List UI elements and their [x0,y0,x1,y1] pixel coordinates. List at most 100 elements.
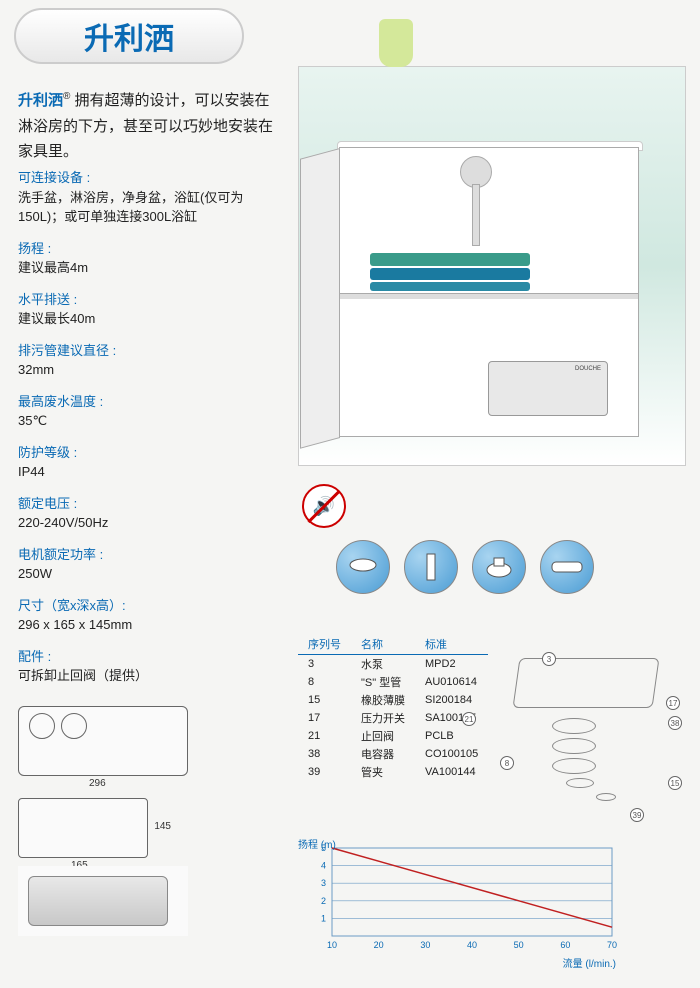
svg-text:3: 3 [321,878,326,888]
dim-height: 145 [154,821,171,832]
towel [370,253,530,266]
table-cell: 21 [298,727,351,745]
svg-text:10: 10 [327,940,337,950]
spec-value: 32mm [18,360,278,380]
vase-decor [379,19,413,67]
exp-ring [596,793,616,801]
svg-text:70: 70 [607,940,617,950]
bidet-icon [472,540,526,594]
performance-chart: 扬程 (m) 1234510203040506070 流量 (l/min.) [298,838,628,968]
spec-value: 250W [18,564,278,584]
exp-ring [552,738,596,754]
svg-text:50: 50 [514,940,524,950]
spec-label: 电机额定功率 : [18,545,278,565]
x-axis-label: 流量 (l/min.) [563,955,616,970]
table-cell: 止回阀 [351,727,415,745]
spec-item: 尺寸（宽x深x高）:296 x 165 x 145mm [18,596,278,635]
chart-svg: 1234510203040506070 [298,838,628,953]
exp-callout: 38 [668,716,682,730]
pump-brand-label: DOUCHE [575,366,601,372]
spec-value: 建议最高4m [18,258,278,278]
spec-value: IP44 [18,462,278,482]
exp-callout: 17 [666,696,680,710]
spec-label: 额定电压 : [18,494,278,514]
pump-unit: DOUCHE [488,361,608,416]
spec-item: 最高废水温度 :35℃ [18,392,278,431]
table-cell: 橡胶薄膜 [351,691,415,709]
svg-text:60: 60 [560,940,570,950]
spec-label: 水平排送 : [18,290,278,310]
drain-pipe [460,156,490,246]
svg-text:2: 2 [321,896,326,906]
shelf [340,293,638,299]
exp-callout: 8 [500,756,514,770]
bathtub-icon [540,540,594,594]
brand-logo-text: 升利洒 [84,14,174,58]
spec-label: 可连接设备 : [18,168,278,188]
spec-value: 可拆卸止回阀（提供） [18,666,278,686]
intro-brand-name: 升利洒 [18,92,63,109]
brand-logo-badge: 升利洒 [14,8,244,64]
spec-label: 扬程 : [18,239,278,259]
table-cell: "S" 型管 [351,673,415,691]
spec-value: 220-240V/50Hz [18,513,278,533]
spec-value: 296 x 165 x 145mm [18,615,278,635]
dimension-drawings: 296 145 165 [18,706,268,944]
spec-label: 排污管建议直径 : [18,341,278,361]
svg-text:4: 4 [321,861,326,871]
exp-callout: 15 [668,776,682,790]
exploded-view: 3 8 15 17 21 38 39 [456,648,686,828]
speaker-icon: 🔊 [313,496,335,517]
exp-base-tray [512,658,659,708]
spec-value: 洗手盆，淋浴房，净身盆，浴缸(仅可为150L)；或可单独连接300L浴缸 [18,188,278,227]
table-cell: 39 [298,763,351,781]
towel [370,282,530,291]
spec-item: 额定电压 :220-240V/50Hz [18,494,278,533]
table-cell: 17 [298,709,351,727]
pump-3d-body [28,876,168,926]
th-name: 名称 [351,634,415,655]
y-axis-label: 扬程 (m) [298,836,336,851]
table-cell: 管夹 [351,763,415,781]
table-cell: 3 [298,655,351,674]
spec-item: 扬程 :建议最高4m [18,239,278,278]
sink-icon [336,540,390,594]
spec-label: 最高废水温度 : [18,392,278,412]
svg-text:1: 1 [321,913,326,923]
svg-text:20: 20 [374,940,384,950]
exp-ring [552,718,596,734]
spec-label: 尺寸（宽x深x高）: [18,596,278,616]
table-cell: 38 [298,745,351,763]
product-install-photo: DOUCHE [298,66,686,466]
spec-label: 防护等级 : [18,443,278,463]
spec-item: 排污管建议直径 :32mm [18,341,278,380]
table-cell: 压力开关 [351,709,415,727]
spec-item: 配件 :可拆卸止回阀（提供） [18,647,278,686]
dim-width: 296 [89,778,106,789]
exp-callout: 3 [542,652,556,666]
spec-item: 防护等级 :IP44 [18,443,278,482]
spec-item: 电机额定功率 :250W [18,545,278,584]
table-cell: 电容器 [351,745,415,763]
exp-ring [552,758,596,774]
spec-value: 建议最长40m [18,309,278,329]
towels [370,253,530,291]
spec-item: 水平排送 :建议最长40m [18,290,278,329]
spec-value: 35℃ [18,411,278,431]
intro-paragraph: 升利洒® 拥有超薄的设计，可以安装在淋浴房的下方，甚至可以巧妙地安装在家具里。 [18,88,278,165]
th-seq: 序列号 [298,634,351,655]
table-cell: 水泵 [351,655,415,674]
feature-icon-row [336,540,594,594]
cabinet-door [300,148,340,449]
spec-item: 可连接设备 :洗手盆，淋浴房，净身盆，浴缸(仅可为150L)；或可单独连接300… [18,168,278,227]
exp-callout: 21 [462,712,476,726]
table-cell: 15 [298,691,351,709]
towel [370,268,530,279]
exp-callout: 39 [630,808,644,822]
svg-text:40: 40 [467,940,477,950]
front-view-drawing: 145 165 [18,798,148,858]
top-view-drawing: 296 [18,706,188,776]
svg-text:30: 30 [420,940,430,950]
exp-ring [566,778,594,788]
quiet-operation-icon: 🔊 [302,484,346,528]
